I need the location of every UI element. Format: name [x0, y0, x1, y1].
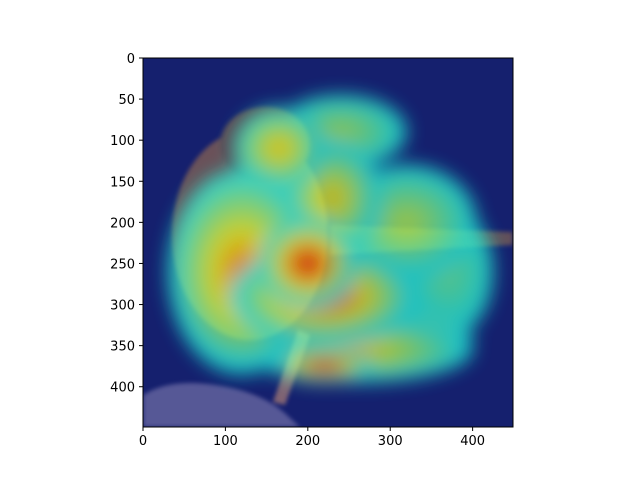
x-tick-label: 200 — [295, 434, 320, 449]
x-axis: 0 100 200 300 400 — [139, 427, 485, 449]
x-tick-label: 400 — [460, 434, 485, 449]
y-tick-label: 300 — [110, 299, 135, 314]
y-tick-label: 400 — [110, 381, 135, 396]
y-tick-label: 0 — [127, 52, 135, 67]
y-tick-label: 150 — [110, 175, 135, 190]
y-tick-label: 200 — [110, 216, 135, 231]
heat-region — [299, 255, 317, 271]
y-tick-label: 50 — [118, 93, 135, 108]
x-tick-label: 300 — [378, 434, 403, 449]
plot-area — [143, 58, 513, 427]
heat-region — [316, 363, 333, 369]
y-tick-label: 100 — [110, 134, 135, 149]
heat-region — [324, 188, 341, 208]
x-tick-label: 0 — [139, 434, 147, 449]
axes-frame — [142, 57, 514, 428]
x-tick-label: 100 — [213, 434, 238, 449]
heat-region — [329, 125, 352, 139]
y-axis: 0 50 100 150 200 250 300 350 400 — [110, 52, 143, 396]
heat-region — [395, 212, 419, 232]
y-tick-label: 350 — [110, 340, 135, 355]
heatmap-layer — [167, 94, 494, 383]
y-tick-label: 250 — [110, 257, 135, 272]
heat-region — [271, 141, 287, 156]
